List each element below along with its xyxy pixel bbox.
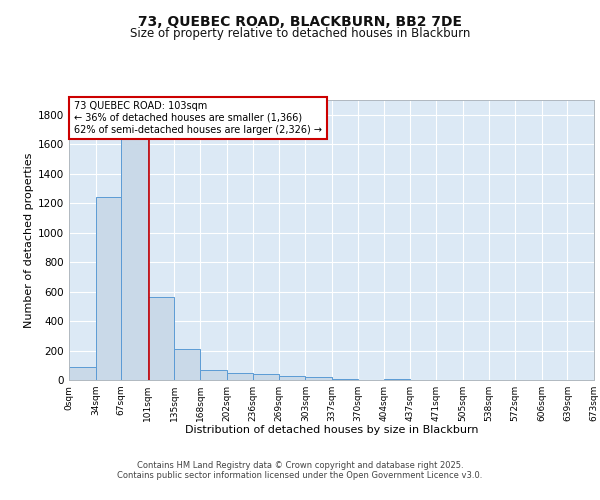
Text: Contains HM Land Registry data © Crown copyright and database right 2025.: Contains HM Land Registry data © Crown c… [137, 462, 463, 470]
Bar [95, 198, 121, 380]
Bar [279, 376, 305, 380]
Text: Size of property relative to detached houses in Blackburn: Size of property relative to detached ho… [130, 28, 470, 40]
Bar [148, 298, 175, 380]
Y-axis label: Number of detached properties: Number of detached properties [24, 152, 34, 328]
Bar [227, 372, 253, 380]
Text: 73 QUEBEC ROAD: 103sqm
← 36% of detached houses are smaller (1,366)
62% of semi-: 73 QUEBEC ROAD: 103sqm ← 36% of detached… [74, 102, 322, 134]
X-axis label: Distribution of detached houses by size in Blackburn: Distribution of detached houses by size … [185, 426, 478, 436]
Text: Contains public sector information licensed under the Open Government Licence v3: Contains public sector information licen… [118, 470, 482, 480]
Bar [384, 378, 410, 380]
Bar [200, 370, 227, 380]
Bar [305, 377, 332, 380]
Bar [332, 379, 358, 380]
Bar [175, 349, 200, 380]
Text: 73, QUEBEC ROAD, BLACKBURN, BB2 7DE: 73, QUEBEC ROAD, BLACKBURN, BB2 7DE [138, 16, 462, 30]
Bar [69, 366, 95, 380]
Bar [121, 130, 148, 380]
Bar [253, 374, 279, 380]
